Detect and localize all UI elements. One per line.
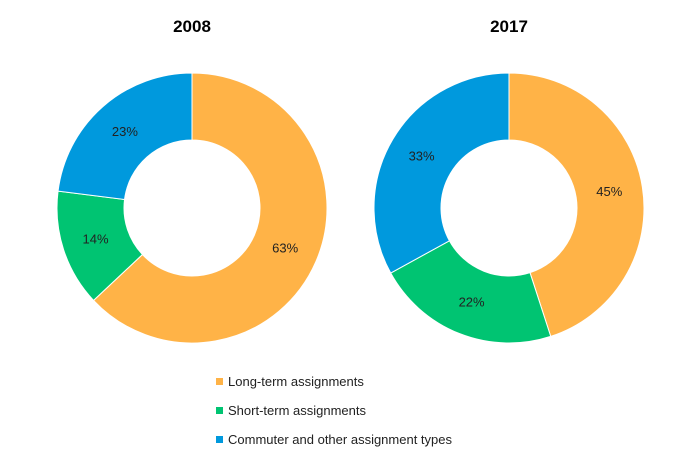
slice-label-2017-short-term: 22%: [459, 294, 485, 309]
legend-item-short-term: Short-term assignments: [216, 401, 452, 419]
legend-swatch-short-term: [216, 406, 223, 414]
legend-swatch-commuter: [216, 435, 223, 443]
chart-title-2017: 2017: [490, 17, 528, 36]
legend: Long-term assignments Short-term assignm…: [216, 372, 452, 459]
slice-label-2008-short-term: 14%: [82, 231, 108, 246]
slice-2008-long-term: [92, 72, 328, 344]
legend-swatch-long-term: [216, 377, 223, 385]
donut-chart-2017: 2017 45% 22% 33%: [373, 17, 645, 344]
legend-item-long-term: Long-term assignments: [216, 372, 452, 390]
slice-2017-commuter: [373, 72, 510, 274]
slice-label-2008-long-term: 63%: [272, 240, 298, 255]
legend-label-commuter: Commuter and other assignment types: [228, 431, 452, 447]
donut-chart-2008: 2008 63% 14% 23%: [56, 17, 328, 344]
legend-label-long-term: Long-term assignments: [228, 373, 364, 389]
slice-2017-short-term: [390, 240, 552, 344]
slice-2008-commuter: [57, 72, 193, 201]
slice-label-2017-commuter: 33%: [409, 148, 435, 163]
chart-title-2008: 2008: [173, 17, 211, 36]
legend-item-commuter: Commuter and other assignment types: [216, 430, 452, 448]
slice-label-2017-long-term: 45%: [596, 184, 622, 199]
slice-2017-long-term: [508, 72, 645, 338]
legend-label-short-term: Short-term assignments: [228, 402, 366, 418]
slice-label-2008-commuter: 23%: [112, 124, 138, 139]
